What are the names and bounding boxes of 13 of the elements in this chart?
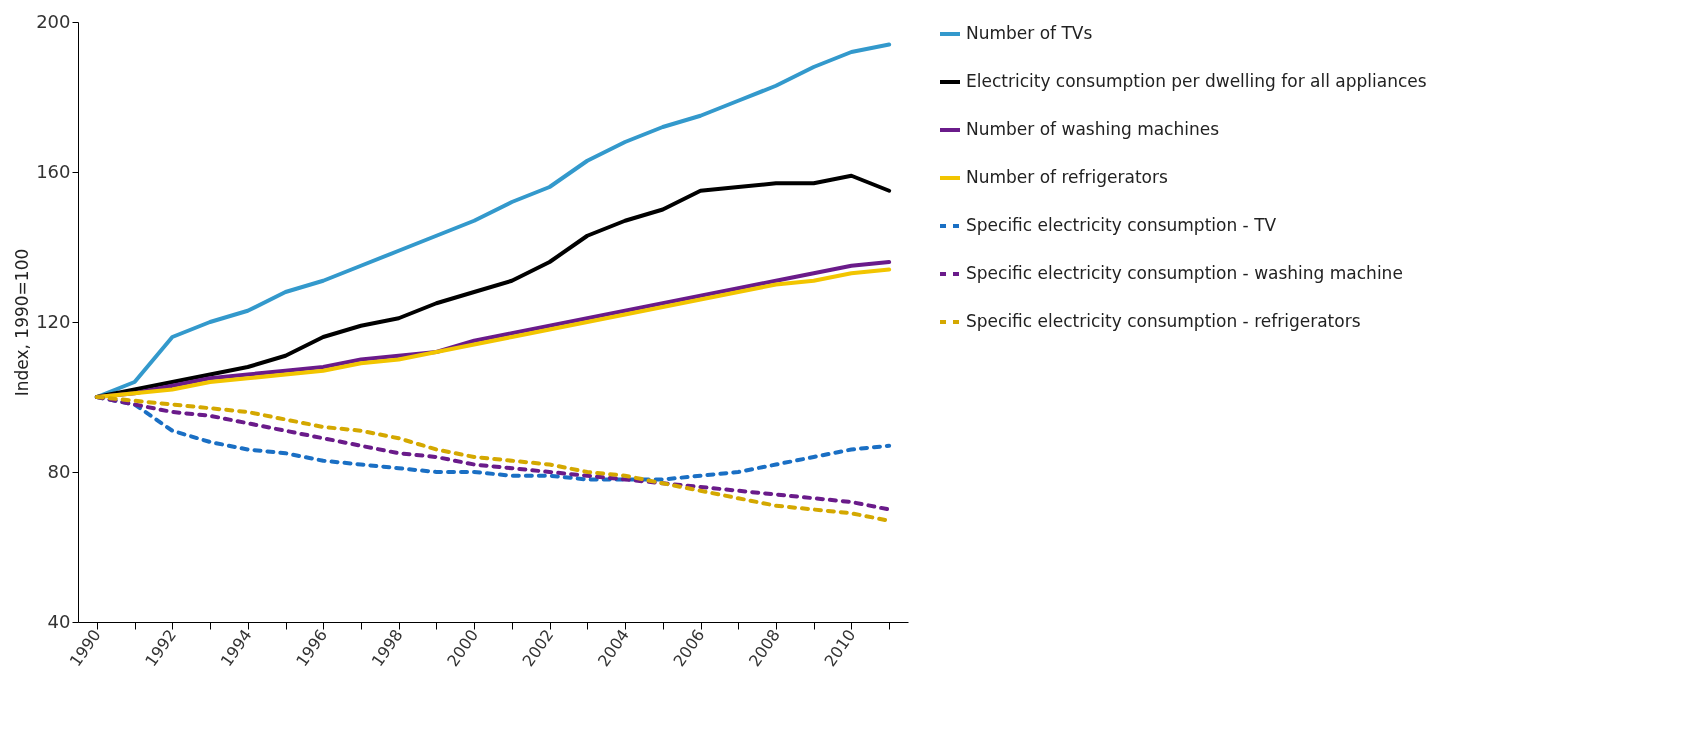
y-tick-label: 200	[36, 10, 71, 32]
legend-label: Specific electricity consumption - washing machine	[966, 263, 1403, 283]
y-tick-label: 80	[47, 460, 71, 482]
legend-label: Number of washing machines	[966, 119, 1220, 139]
y-tick-label: 120	[36, 310, 71, 332]
legend-label: Electricity consumption per dwelling for all appliances	[966, 71, 1427, 91]
legend-label: Number of refrigerators	[966, 167, 1168, 187]
y-axis-title: Index, 1990=100	[12, 248, 33, 397]
legend-label: Specific electricity consumption - TV	[966, 215, 1277, 235]
legend-label: Number of TVs	[966, 23, 1093, 43]
legend-label: Specific electricity consumption - refrigerators	[966, 311, 1361, 331]
y-tick-label: 160	[36, 160, 71, 182]
y-tick-label: 40	[47, 610, 71, 632]
